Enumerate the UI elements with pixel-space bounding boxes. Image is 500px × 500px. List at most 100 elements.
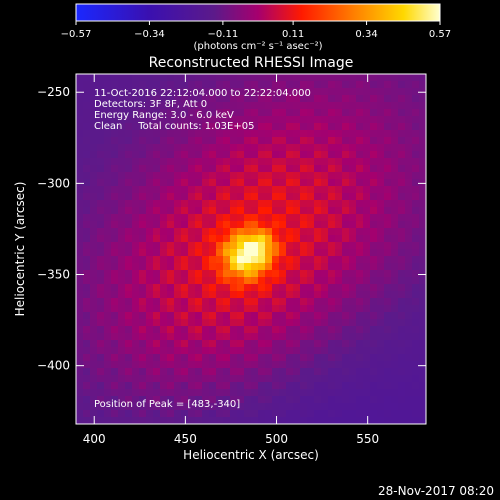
heatmap-cell <box>251 123 259 131</box>
heatmap-cell <box>125 368 133 376</box>
heatmap-cell <box>286 109 294 117</box>
heatmap-cell <box>76 291 84 299</box>
heatmap-cell <box>76 228 84 236</box>
heatmap-cell <box>244 305 252 313</box>
heatmap-cell <box>293 417 301 424</box>
heatmap-cell <box>391 235 399 243</box>
heatmap-cell <box>146 88 154 96</box>
heatmap-cell <box>139 312 147 320</box>
heatmap-cell <box>160 88 168 96</box>
heatmap-cell <box>335 333 343 341</box>
heatmap-cell <box>328 368 336 376</box>
heatmap-cell <box>349 368 357 376</box>
heatmap-cell <box>363 263 371 271</box>
heatmap-cell <box>363 277 371 285</box>
heatmap-cell <box>314 144 322 152</box>
heatmap-cell <box>237 249 245 257</box>
heatmap-cell <box>251 326 259 334</box>
heatmap-cell <box>118 347 126 355</box>
heatmap-cell <box>307 389 315 397</box>
heatmap-cell <box>356 291 364 299</box>
heatmap-cell <box>167 123 175 131</box>
heatmap-cell <box>258 319 266 327</box>
heatmap-cell <box>370 151 378 159</box>
heatmap-cell <box>300 207 308 215</box>
heatmap-cell <box>307 319 315 327</box>
heatmap-cell <box>412 228 420 236</box>
heatmap-cell <box>90 403 98 411</box>
heatmap-cell <box>286 298 294 306</box>
heatmap-cell <box>342 200 350 208</box>
heatmap-cell <box>195 221 203 229</box>
heatmap-cell <box>293 361 301 369</box>
heatmap-cell <box>118 151 126 159</box>
heatmap-cell <box>209 81 217 89</box>
heatmap-cell <box>230 410 238 418</box>
heatmap-cell <box>153 179 161 187</box>
heatmap-cell <box>244 130 252 138</box>
heatmap-cell <box>419 130 426 138</box>
heatmap-cell <box>377 368 385 376</box>
heatmap-cell <box>321 95 329 103</box>
heatmap-cell <box>202 291 210 299</box>
heatmap-cell <box>223 361 231 369</box>
heatmap-cell <box>300 410 308 418</box>
heatmap-cell <box>104 235 112 243</box>
heatmap-cell <box>188 396 196 404</box>
heatmap-cell <box>300 389 308 397</box>
heatmap-cell <box>265 368 273 376</box>
heatmap-cell <box>76 179 84 187</box>
heatmap-cell <box>398 270 406 278</box>
heatmap-cell <box>363 144 371 152</box>
heatmap-cell <box>174 291 182 299</box>
heatmap-cell <box>153 151 161 159</box>
heatmap-cell <box>111 312 119 320</box>
heatmap-cell <box>97 284 105 292</box>
heatmap-cell <box>244 270 252 278</box>
heatmap-cell <box>272 382 280 390</box>
heatmap-cell <box>300 270 308 278</box>
heatmap-cell <box>188 298 196 306</box>
heatmap-cell <box>356 298 364 306</box>
heatmap-cell <box>419 396 426 404</box>
y-axis-label: Heliocentric Y (arcsec) <box>13 182 27 317</box>
heatmap-cell <box>370 249 378 257</box>
heatmap-cell <box>181 256 189 264</box>
heatmap-cell <box>216 74 224 82</box>
heatmap-cell <box>90 172 98 180</box>
heatmap-cell <box>286 368 294 376</box>
heatmap-cell <box>202 130 210 138</box>
heatmap-cell <box>391 172 399 180</box>
heatmap-cell <box>230 312 238 320</box>
heatmap-cell <box>118 242 126 250</box>
heatmap-cell <box>391 74 399 82</box>
heatmap-cell <box>279 102 287 110</box>
heatmap-cell <box>335 158 343 166</box>
heatmap-cell <box>286 200 294 208</box>
heatmap-cell <box>300 396 308 404</box>
heatmap-cell <box>356 249 364 257</box>
heatmap-cell <box>174 102 182 110</box>
heatmap-cell <box>132 368 140 376</box>
heatmap-cell <box>265 88 273 96</box>
heatmap-cell <box>419 319 426 327</box>
heatmap-cell <box>279 256 287 264</box>
heatmap-cell <box>160 144 168 152</box>
heatmap-cell <box>265 305 273 313</box>
heatmap-cell <box>258 347 266 355</box>
heatmap-cell <box>202 284 210 292</box>
heatmap-cell <box>237 333 245 341</box>
heatmap-cell <box>216 284 224 292</box>
heatmap-cell <box>83 228 91 236</box>
heatmap-cell <box>300 144 308 152</box>
heatmap-cell <box>349 207 357 215</box>
heatmap-cell <box>349 179 357 187</box>
heatmap-cell <box>230 235 238 243</box>
heatmap-cell <box>377 193 385 201</box>
heatmap-cell <box>419 151 426 159</box>
heatmap-cell <box>76 403 84 411</box>
heatmap-cell <box>244 396 252 404</box>
heatmap-cell <box>125 235 133 243</box>
heatmap-cell <box>377 109 385 117</box>
